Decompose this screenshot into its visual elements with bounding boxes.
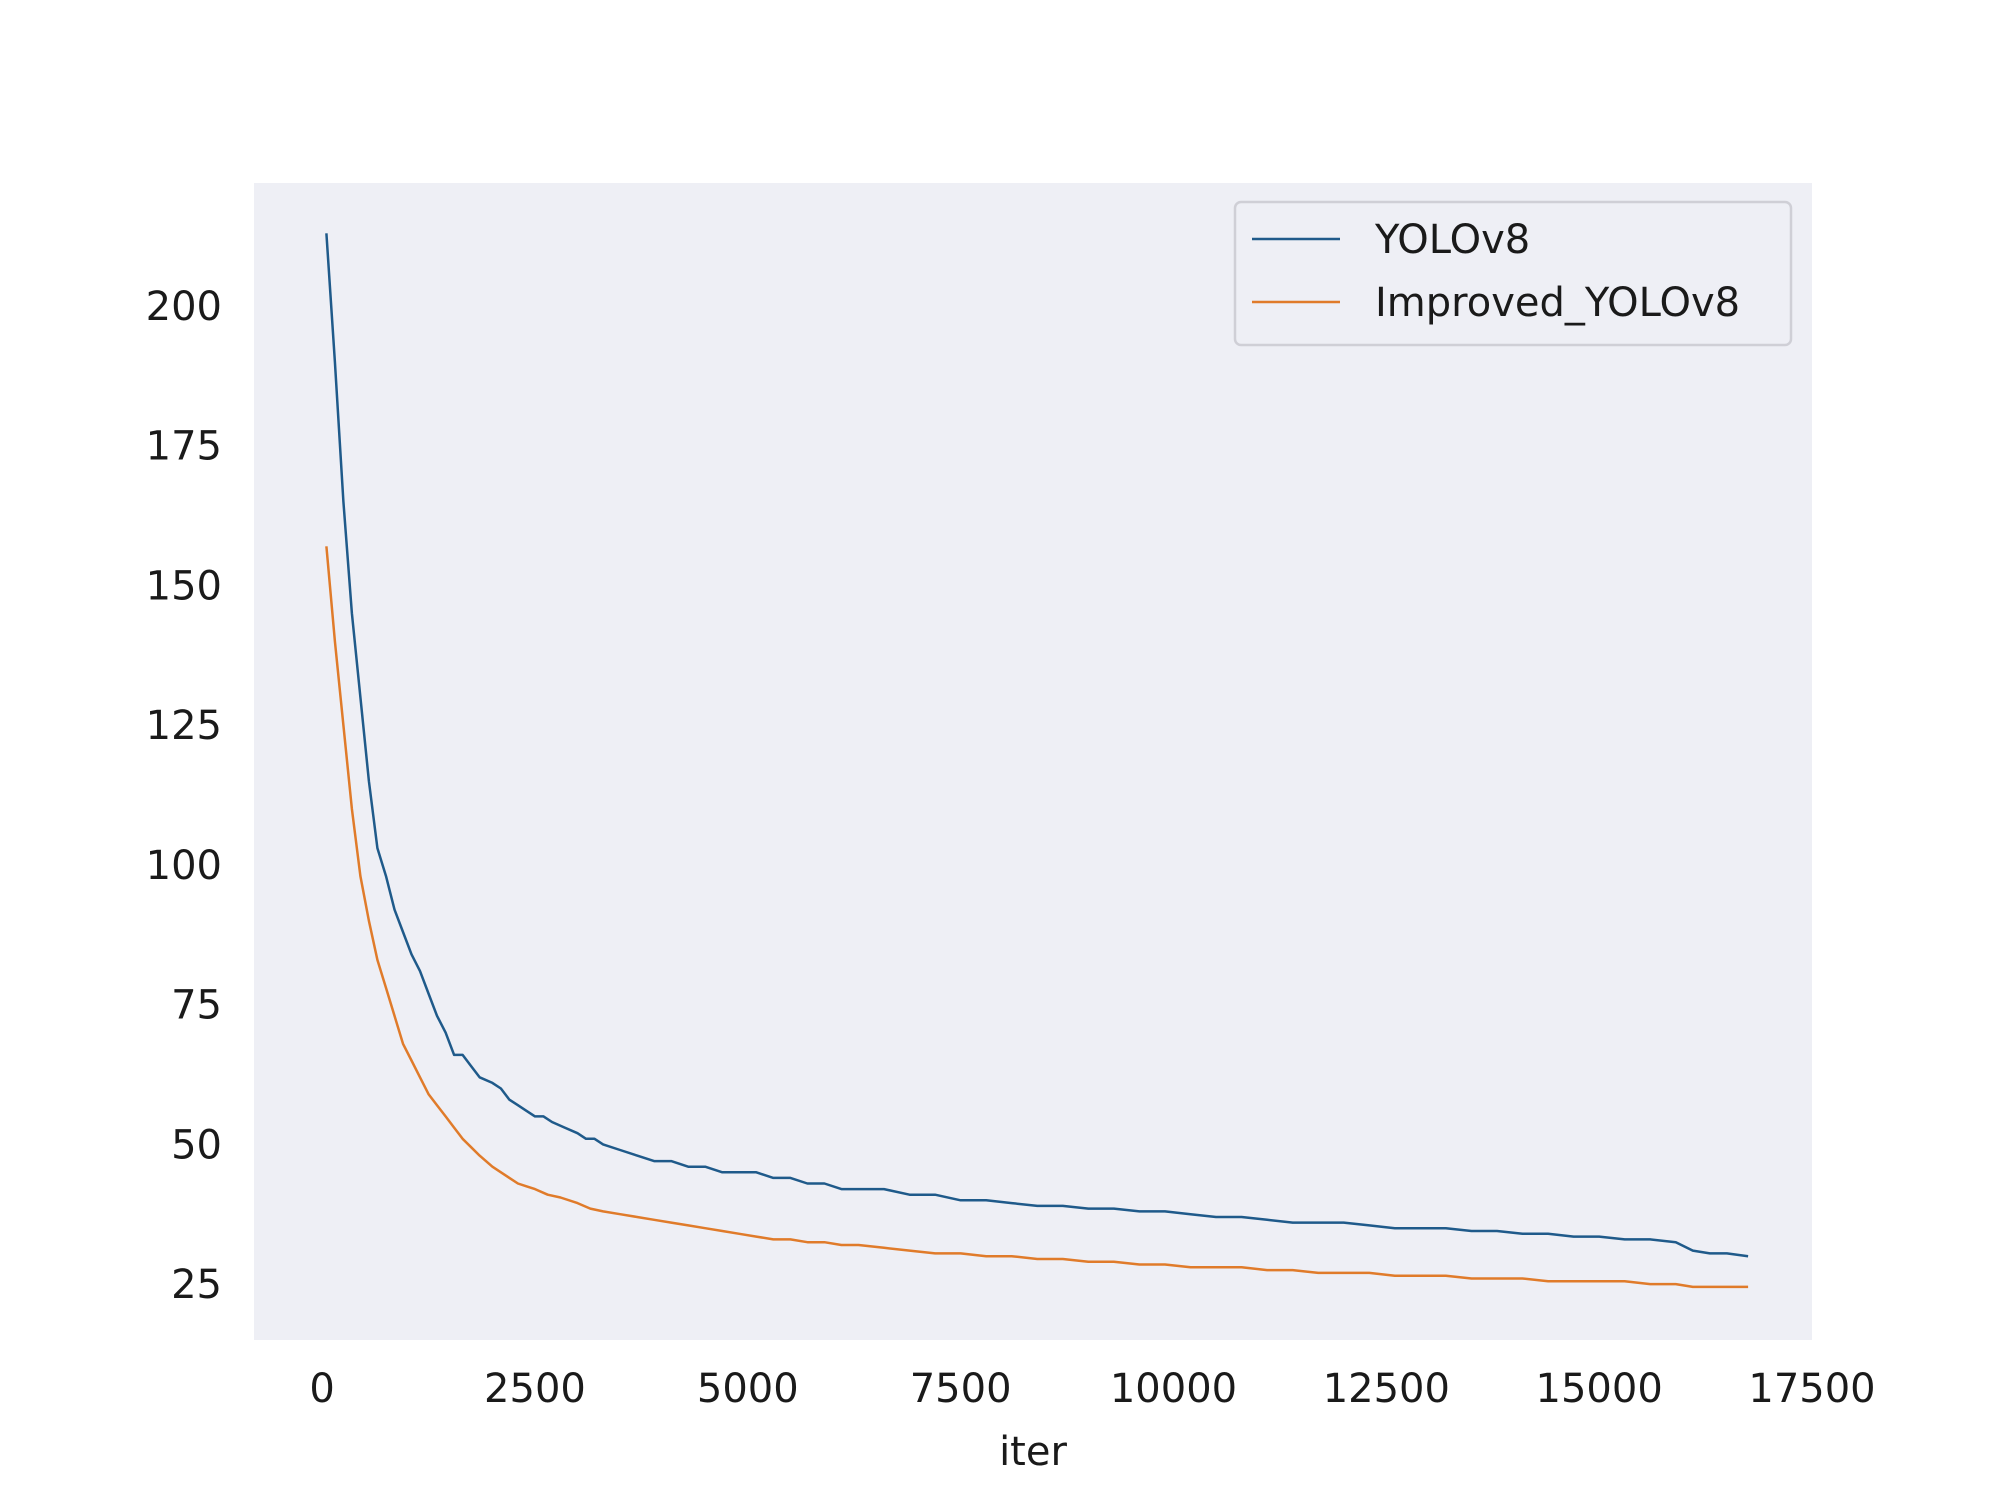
legend-label-yolov8: YOLOv8 bbox=[1374, 217, 1530, 263]
y-tick-label: 100 bbox=[146, 843, 222, 889]
y-tick-label: 200 bbox=[146, 284, 222, 330]
x-tick-label: 15000 bbox=[1536, 1366, 1663, 1412]
y-tick-label: 50 bbox=[171, 1122, 222, 1168]
legend-label-improved-yolov8: Improved_YOLOv8 bbox=[1375, 280, 1740, 326]
series-line-yolov8 bbox=[325, 233, 1749, 1258]
y-tick-label: 75 bbox=[171, 983, 222, 1029]
y-tick-label: 175 bbox=[146, 424, 222, 470]
legend: YOLOv8 Improved_YOLOv8 bbox=[1233, 200, 1793, 347]
y-tick-label: 25 bbox=[171, 1262, 222, 1308]
legend-box bbox=[1233, 200, 1793, 347]
x-tick-label: 0 bbox=[309, 1366, 334, 1412]
y-tick-label: 150 bbox=[146, 563, 222, 609]
series-layer bbox=[325, 233, 1749, 1289]
y-tick-label: 125 bbox=[146, 703, 222, 749]
x-axis-label: iter bbox=[999, 1429, 1067, 1475]
y-axis-ticks: 25 50 75 100 125 150 175 200 bbox=[146, 284, 222, 1308]
x-tick-label: 5000 bbox=[697, 1366, 799, 1412]
x-tick-label: 2500 bbox=[484, 1366, 586, 1412]
x-tick-label: 7500 bbox=[910, 1366, 1012, 1412]
x-tick-label: 12500 bbox=[1323, 1366, 1450, 1412]
x-tick-label: 17500 bbox=[1748, 1366, 1875, 1412]
x-axis-ticks: 0 2500 5000 7500 10000 12500 15000 17500 bbox=[309, 1366, 1875, 1412]
x-tick-label: 10000 bbox=[1110, 1366, 1237, 1412]
plot-area bbox=[254, 183, 1812, 1340]
series-line-improved-yolov8 bbox=[325, 546, 1749, 1289]
